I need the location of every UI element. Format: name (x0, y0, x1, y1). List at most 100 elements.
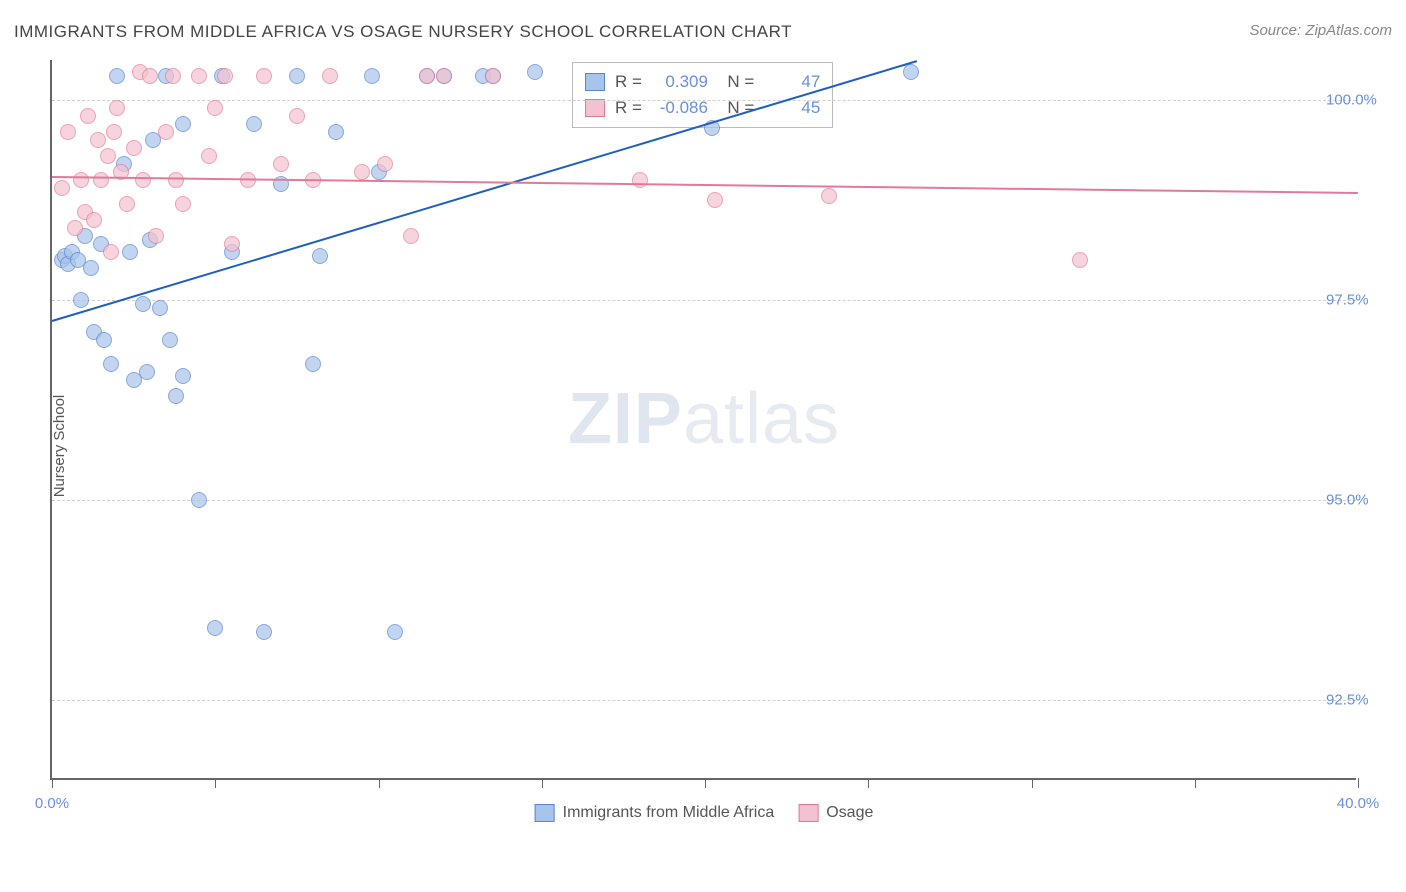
scatter-point (419, 68, 435, 84)
watermark: ZIPatlas (568, 378, 840, 460)
scatter-point (148, 228, 164, 244)
scatter-point (707, 192, 723, 208)
scatter-point (191, 68, 207, 84)
legend-R-value-series1: 0.309 (652, 72, 708, 92)
scatter-point (119, 196, 135, 212)
scatter-point (96, 332, 112, 348)
chart-title: IMMIGRANTS FROM MIDDLE AFRICA VS OSAGE N… (14, 22, 792, 42)
legend-swatch-icon (535, 804, 555, 822)
scatter-point (106, 124, 122, 140)
y-tick-label: 95.0% (1326, 492, 1406, 509)
x-tick (1358, 778, 1359, 788)
gridline-h (52, 100, 1356, 101)
scatter-point (135, 172, 151, 188)
legend-swatch-icon (798, 804, 818, 822)
x-tick (52, 778, 53, 788)
legend-R-label: R = (615, 72, 642, 92)
x-tick (542, 778, 543, 788)
source-label: Source: ZipAtlas.com (1249, 22, 1392, 39)
scatter-point (165, 68, 181, 84)
scatter-point (142, 68, 158, 84)
y-tick-label: 100.0% (1326, 92, 1406, 109)
y-tick-label: 92.5% (1326, 692, 1406, 709)
scatter-point (207, 100, 223, 116)
scatter-point (289, 108, 305, 124)
gridline-h (52, 300, 1356, 301)
scatter-point (103, 244, 119, 260)
scatter-point (387, 624, 403, 640)
scatter-point (217, 68, 233, 84)
scatter-point (175, 116, 191, 132)
scatter-point (527, 64, 543, 80)
scatter-point (273, 156, 289, 172)
scatter-point (90, 132, 106, 148)
scatter-point (73, 292, 89, 308)
gridline-h (52, 700, 1356, 701)
scatter-point (191, 492, 207, 508)
plot-area: ZIPatlas R = 0.309 N = 47 R = -0.086 N =… (50, 60, 1356, 780)
legend-swatch-series1 (585, 73, 605, 91)
scatter-point (364, 68, 380, 84)
scatter-point (67, 220, 83, 236)
legend-N-label: N = (718, 72, 754, 92)
watermark-bold: ZIP (568, 379, 683, 459)
scatter-point (328, 124, 344, 140)
scatter-point (103, 356, 119, 372)
scatter-point (93, 172, 109, 188)
legend-swatch-series2 (585, 99, 605, 117)
legend-R-value-series2: -0.086 (652, 98, 708, 118)
scatter-point (256, 68, 272, 84)
scatter-point (821, 188, 837, 204)
scatter-point (377, 156, 393, 172)
scatter-point (289, 68, 305, 84)
scatter-point (54, 180, 70, 196)
scatter-point (322, 68, 338, 84)
scatter-point (305, 356, 321, 372)
scatter-point (485, 68, 501, 84)
y-tick-label: 97.5% (1326, 292, 1406, 309)
scatter-point (632, 172, 648, 188)
scatter-point (126, 140, 142, 156)
scatter-point (403, 228, 419, 244)
scatter-point (224, 236, 240, 252)
scatter-point (158, 124, 174, 140)
x-tick (1032, 778, 1033, 788)
scatter-point (1072, 252, 1088, 268)
scatter-point (135, 296, 151, 312)
scatter-point (122, 244, 138, 260)
scatter-point (162, 332, 178, 348)
scatter-point (139, 364, 155, 380)
legend-item-series2: Osage (798, 804, 873, 822)
x-tick (868, 778, 869, 788)
legend-row-series1: R = 0.309 N = 47 (585, 69, 820, 95)
scatter-point (168, 388, 184, 404)
scatter-point (256, 624, 272, 640)
scatter-point (207, 620, 223, 636)
scatter-point (109, 100, 125, 116)
x-tick-label: 0.0% (35, 795, 69, 812)
x-tick (379, 778, 380, 788)
watermark-light: atlas (683, 379, 840, 459)
scatter-point (312, 248, 328, 264)
scatter-point (109, 68, 125, 84)
scatter-point (83, 260, 99, 276)
x-tick (215, 778, 216, 788)
scatter-point (175, 368, 191, 384)
x-tick (1195, 778, 1196, 788)
scatter-point (60, 124, 76, 140)
chart-container: IMMIGRANTS FROM MIDDLE AFRICA VS OSAGE N… (0, 0, 1406, 892)
scatter-point (86, 212, 102, 228)
scatter-point (100, 148, 116, 164)
legend-N-value-series1: 47 (764, 72, 820, 92)
scatter-point (201, 148, 217, 164)
legend-label-series1: Immigrants from Middle Africa (563, 804, 775, 822)
series-legend: Immigrants from Middle Africa Osage (535, 804, 874, 822)
legend-N-value-series2: 45 (764, 98, 820, 118)
legend-R-label: R = (615, 98, 642, 118)
correlation-legend: R = 0.309 N = 47 R = -0.086 N = 45 (572, 62, 833, 128)
scatter-point (73, 172, 89, 188)
scatter-point (168, 172, 184, 188)
scatter-point (80, 108, 96, 124)
scatter-point (903, 64, 919, 80)
x-tick (705, 778, 706, 788)
